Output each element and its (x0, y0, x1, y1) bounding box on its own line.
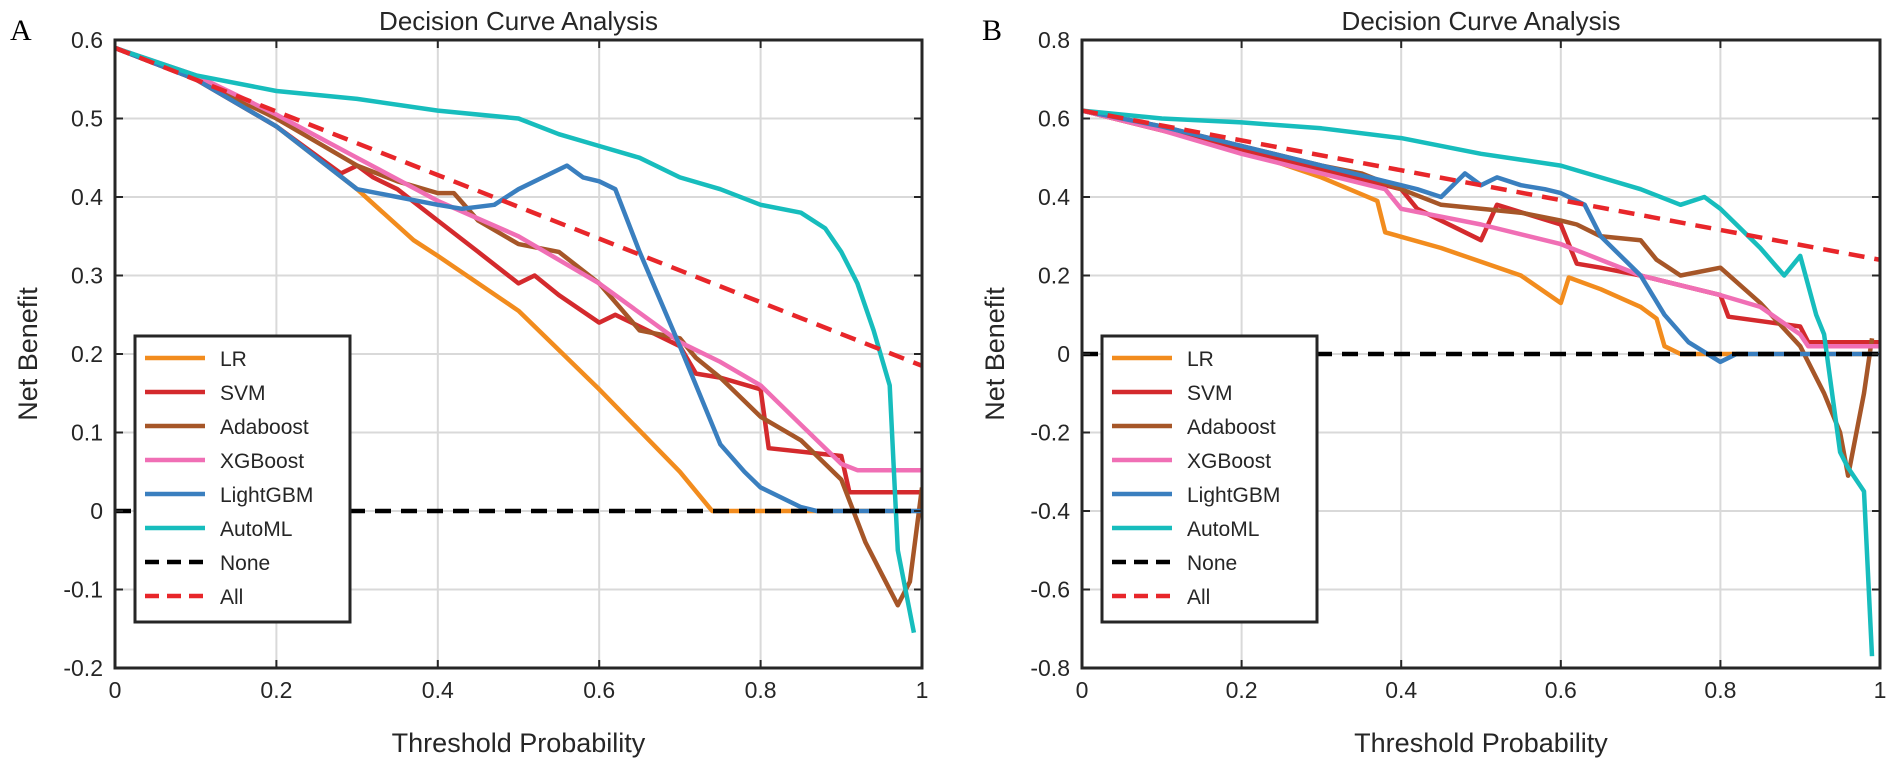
series-line-lr (1082, 108, 1880, 357)
legend-box (1100, 334, 1319, 624)
series-line-lightgbm (115, 45, 922, 514)
series-line-svm (1082, 108, 1880, 345)
legend-label-adaboost: Adaboost (220, 416, 309, 439)
x-tick-label: 0.6 (1545, 677, 1577, 703)
legend-label-none: None (1187, 552, 1237, 575)
panel-letter: A (10, 14, 32, 47)
y-tick-label: 0.6 (1038, 106, 1070, 132)
y-tick-label: 0.6 (71, 27, 103, 53)
series-line-xgboost (115, 45, 922, 473)
series-lines (1082, 108, 1880, 657)
series-line-automl (115, 45, 917, 634)
x-tick-label: 0.8 (1704, 677, 1736, 703)
x-tick-label: 0.2 (260, 677, 292, 703)
chart-title: Decision Curve Analysis (379, 6, 658, 36)
legend-label-lr: LR (220, 348, 247, 371)
legend: LR SVM Adaboost XGBoost LightGBM AutoML None Al… (1100, 334, 1319, 624)
y-tick-label: 0.1 (71, 420, 103, 446)
series-line-automl (1082, 108, 1875, 657)
legend-label-svm: SVM (220, 382, 266, 405)
y-tick-label: -0.6 (1030, 577, 1070, 603)
y-axis-label: Net Benefit (980, 287, 1010, 421)
series-line-svm (115, 45, 922, 495)
y-tick-label: 0.2 (1038, 263, 1070, 289)
y-tick-label: -0.1 (63, 577, 103, 603)
series-line-xgboost (1082, 108, 1880, 349)
x-tick-label: 0.2 (1226, 677, 1258, 703)
y-tick-label: 0.5 (71, 106, 103, 132)
legend-label-automl: AutoML (220, 518, 292, 541)
x-tick-label: 0.6 (583, 677, 615, 703)
legend-label-lightgbm: LightGBM (1187, 484, 1280, 507)
legend-label-automl: AutoML (1187, 518, 1259, 541)
y-axis-label: Net Benefit (13, 287, 43, 421)
y-tick-label: 0.3 (71, 263, 103, 289)
legend-label-lightgbm: LightGBM (220, 484, 313, 507)
legend-label-xgboost: XGBoost (220, 450, 304, 473)
legend-box (133, 334, 352, 624)
series-line-all (1082, 108, 1880, 263)
series-line-adaboost (115, 45, 922, 608)
x-tick-label: 0.8 (745, 677, 777, 703)
panel-letter: B (982, 14, 1002, 47)
legend-label-lr: LR (1187, 348, 1214, 371)
x-axis-label: Threshold Probability (1354, 728, 1608, 758)
y-tick-label: -0.4 (1030, 498, 1070, 524)
legend: LR SVM Adaboost XGBoost LightGBM AutoML None Al… (133, 334, 352, 624)
x-tick-label: 1 (1874, 677, 1887, 703)
legend-label-all: All (1187, 586, 1210, 609)
x-tick-label: 0.4 (422, 677, 454, 703)
y-tick-label: 0.8 (1038, 27, 1070, 53)
legend-label-all: All (220, 586, 243, 609)
chart-title: Decision Curve Analysis (1342, 6, 1621, 36)
x-tick-label: 0.4 (1385, 677, 1417, 703)
y-tick-label: 0 (90, 498, 103, 524)
y-tick-label: -0.2 (63, 655, 103, 681)
y-tick-label: 0.4 (1038, 184, 1070, 210)
x-tick-label: 1 (916, 677, 929, 703)
legend-label-xgboost: XGBoost (1187, 450, 1271, 473)
panel-a: A 0 0.2 0.4 0.6 0.8 1 -0.2 -0.1 0 0.1 0.2 0.3 0.4 0.5 0… (10, 6, 928, 758)
x-axis-label: Threshold Probability (392, 728, 646, 758)
legend-label-none: None (220, 552, 270, 575)
y-tick-label: 0.2 (71, 341, 103, 367)
legend-label-svm: SVM (1187, 382, 1233, 405)
legend-label-adaboost: Adaboost (1187, 416, 1276, 439)
y-tick-label: 0 (1057, 341, 1070, 367)
y-tick-label: -0.2 (1030, 420, 1070, 446)
series-line-all (115, 45, 922, 368)
x-tick-label: 0 (1076, 677, 1089, 703)
y-tick-label: 0.4 (71, 184, 103, 210)
x-tick-label: 0 (109, 677, 122, 703)
panel-b: B 0 0.2 0.4 0.6 0.8 1 -0.8 -0.6 -0.4 -0.2 0 0.2 0.4 0.… (980, 6, 1886, 758)
y-tick-label: -0.8 (1030, 655, 1070, 681)
series-line-lightgbm (1082, 108, 1880, 365)
